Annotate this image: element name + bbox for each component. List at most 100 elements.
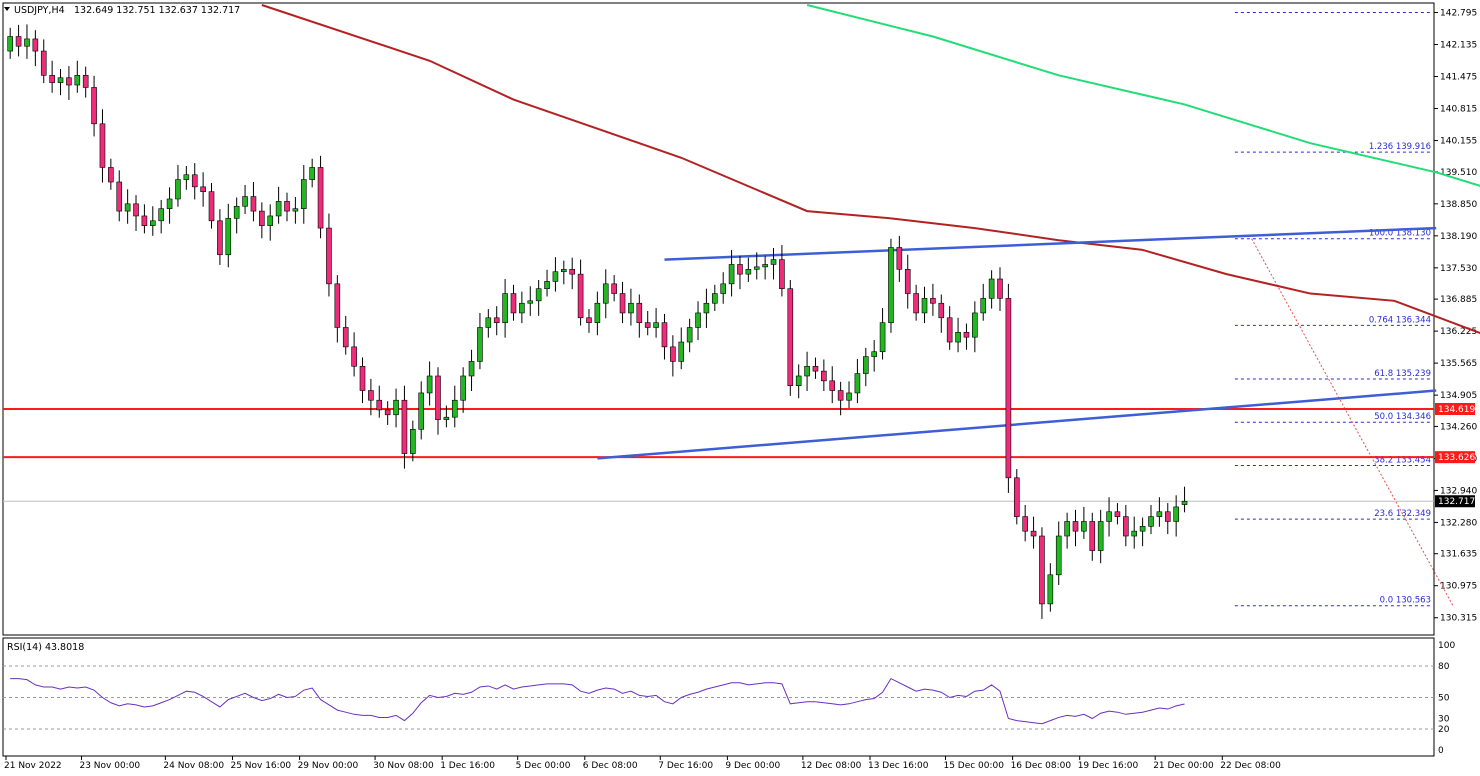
candle-body [376,399,383,411]
moving-average-line [806,4,1480,187]
candle-body [326,227,332,285]
candle-body [519,302,525,314]
time-tick-label: 29 Nov 00:00 [298,761,359,771]
dropdown-triangle-icon[interactable] [4,7,10,11]
time-tick-label: 16 Dec 08:00 [1011,761,1072,771]
candle-body [527,300,534,304]
candle-body [997,278,1003,299]
candle-body [1181,500,1188,505]
candle-body [586,317,592,323]
fib-level-label: 0.0 130.563 [1380,596,1431,606]
time-tick-label: 9 Dec 00:00 [725,761,780,771]
symbol-timeframe: USDJPY,H4 [14,5,65,16]
candle-body [292,208,299,212]
candle-body [1030,530,1037,537]
candle-body [208,191,215,222]
candle-body [342,327,349,348]
candle-body [879,322,886,353]
price-axis: 142.795 142.135 141.475 140.815 140.155 139.5… [1434,9,1477,624]
candle-body [15,36,22,47]
candle-body [1123,516,1129,537]
candle-body [384,409,391,416]
time-tick-label: 22 Dec 08:00 [1220,761,1281,771]
candle-body [191,174,198,188]
candle-body [1039,535,1045,605]
candle-body [904,268,911,294]
candle-body [493,317,500,323]
candles [7,24,1188,619]
candle-body [250,196,257,212]
candle-body [485,317,492,328]
rsi-tick-label: 80 [1438,662,1450,672]
candle-body [628,302,634,314]
time-tick-label: 1 Dec 16:00 [440,761,495,771]
rsi-tick-label: 30 [1438,715,1450,725]
candle-body [854,373,861,394]
time-tick-label: 30 Nov 08:00 [373,761,434,771]
candle-body [217,220,223,256]
fib-level-label: 50.0 134.346 [1374,412,1431,422]
candle-body [49,75,55,83]
candle-body [141,215,148,226]
candle-body [644,322,651,328]
rsi-line [10,677,1185,725]
candle-body [32,38,39,52]
candle-body [82,75,89,88]
candle-body [418,392,425,430]
candle-body [602,283,609,304]
price-tick-label: 141.475 [1440,73,1477,83]
candle-body [988,278,995,299]
candle-body [770,259,777,265]
candle-body [712,293,718,304]
time-tick-label: 7 Dec 16:00 [658,761,713,771]
time-tick-label: 5 Dec 00:00 [516,761,571,771]
candle-body [720,283,726,294]
trendline [597,389,1437,460]
candle-body [913,293,919,314]
candle-body [401,399,408,454]
candle-body [1089,521,1096,551]
candle-body [460,375,466,401]
candle-body [888,247,894,323]
candle-body [728,264,735,285]
candle-body [24,38,30,47]
price-tick-label: 137.530 [1440,264,1477,274]
candle-body [259,210,265,226]
candle-body [1005,298,1012,479]
candle-body [502,293,508,323]
price-tick-label: 138.850 [1440,200,1477,210]
candle-body [351,346,357,367]
time-tick-label: 19 Dec 16:00 [1078,761,1139,771]
fib-level-label: 100.0 138.130 [1369,229,1431,239]
candle-body [510,293,517,314]
candle-body [1114,511,1121,517]
fib-diagonal [1251,238,1454,606]
candle-body [804,365,810,377]
price-tick-label: 134.905 [1440,391,1477,401]
candle-body [544,281,550,289]
level-price-tag [1435,451,1475,464]
candle-body [695,312,701,328]
current-price-tag [1435,495,1475,508]
candle-body [74,75,81,86]
price-tick-label: 131.635 [1440,550,1477,560]
trendlines [597,226,1437,460]
candle-body [871,351,877,357]
candle-body [359,365,366,391]
candle-body [1022,516,1028,532]
trendline [664,226,1437,261]
price-tick-label: 136.885 [1440,295,1477,305]
time-tick-label: 21 Dec 00:00 [1153,761,1214,771]
price-tick-label: 140.155 [1440,137,1477,147]
candle-body [1047,574,1054,605]
candle-body [99,123,106,168]
candle-body [946,317,953,343]
candle-body [678,341,685,362]
candle-body [242,196,248,207]
candle-body [200,186,206,193]
candle-body [1131,530,1138,537]
candle-body [1072,521,1079,532]
fibonacci-levels: 1.236 139.916 100.0 138.130 0.764 136.344 6… [1234,12,1454,607]
candle-body [829,380,836,391]
